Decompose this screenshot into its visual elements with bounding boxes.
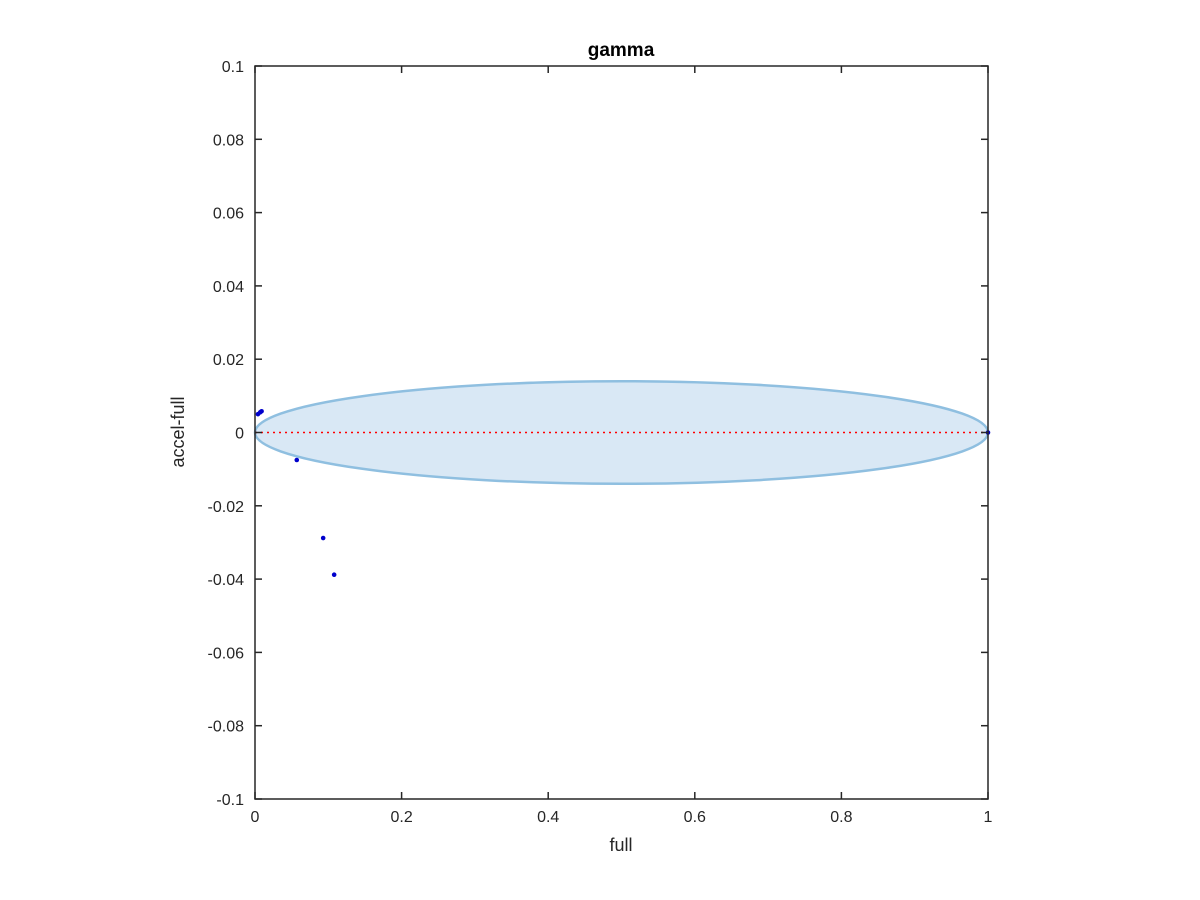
x-tick-label: 0.2: [390, 809, 412, 826]
y-tick-label: -0.08: [208, 719, 245, 736]
y-tick-labels: -0.1 -0.08 -0.06 -0.04 -0.02 0 0.02 0.04 0.06 0.0…: [208, 59, 245, 809]
axes-box: [254, 65, 989, 800]
x-tick-label: 0.4: [537, 809, 559, 826]
y-axis-label: accel-full: [168, 396, 188, 467]
data-point: [331, 572, 337, 578]
data-point: [294, 457, 300, 463]
x-tick-label: 1: [984, 809, 993, 826]
chart-title: gamma: [588, 40, 655, 61]
y-tick-label: -0.1: [216, 792, 244, 809]
x-tick-label: 0.8: [830, 809, 852, 826]
y-tick-label: 0.04: [213, 279, 244, 296]
y-tick-label: -0.06: [208, 645, 245, 662]
x-tick-label: 0.6: [684, 809, 706, 826]
y-tick-label: 0.1: [222, 59, 244, 76]
x-tick-labels: 0 0.2 0.4 0.6 0.8 1: [251, 809, 993, 826]
x-tick-label: 0: [251, 809, 260, 826]
y-tick-label: 0.02: [213, 352, 244, 369]
y-tick-label: 0.08: [213, 132, 244, 149]
y-tick-label: -0.04: [208, 572, 245, 589]
y-tick-label: 0: [235, 426, 244, 443]
data-point: [320, 535, 326, 541]
y-tick-label: -0.02: [208, 499, 245, 516]
y-tick-label: 0.06: [213, 206, 244, 223]
x-axis-label: full: [609, 835, 632, 855]
points-layer: [255, 408, 991, 578]
data-point: [259, 408, 264, 414]
